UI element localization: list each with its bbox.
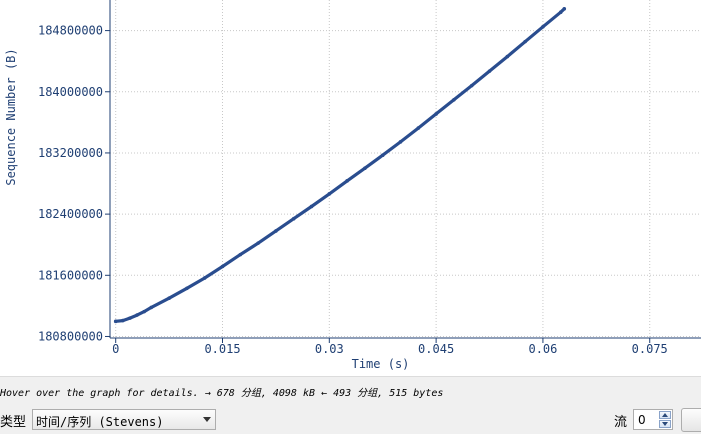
graph-type-select[interactable]: 时间/序列 (Stevens) (32, 409, 216, 430)
data-point (558, 10, 563, 15)
y-tick-label: 184800000 (38, 24, 103, 38)
chevron-down-icon (203, 417, 211, 422)
y-tick-label: 181600000 (38, 268, 103, 282)
graph-type-value: 时间/序列 (Stevens) (36, 415, 164, 429)
data-point (541, 24, 545, 29)
data-point (185, 286, 189, 291)
data-point (345, 179, 349, 183)
y-tick-label: 180800000 (38, 329, 103, 343)
sequence-chart[interactable]: 0 0.015 0.03 0.045 0.06 0.075 180800000 1816000… (0, 0, 701, 376)
y-axis-label: Sequence Number (B) (4, 48, 18, 185)
y-tick-label: 184000000 (38, 85, 103, 99)
x-tick-label: 0.075 (632, 342, 668, 356)
data-point (416, 126, 421, 130)
tick-labels: 0 0.015 0.03 0.045 0.06 0.075 180800000 1816000… (38, 24, 668, 356)
stream-value: 0 (638, 413, 646, 427)
data-point (167, 296, 171, 301)
data-point (121, 318, 125, 323)
data-point (135, 313, 139, 317)
x-tick-label: 0.03 (315, 342, 344, 356)
data-point (128, 316, 132, 320)
data-point (562, 6, 567, 11)
data-point (327, 192, 332, 196)
data-point (523, 39, 527, 44)
stream-spinbox[interactable]: 0 (633, 409, 673, 430)
data-point (202, 276, 207, 280)
stream-label: 流 (614, 415, 628, 430)
graph-type-label: 类型 (0, 415, 27, 430)
data-point (274, 229, 278, 233)
stream-switch-button[interactable] (681, 408, 701, 432)
data-point (434, 112, 438, 116)
data-point (469, 83, 474, 88)
data-point (380, 153, 385, 158)
x-tick-label: 0.06 (528, 342, 557, 356)
x-tick-label: 0.015 (204, 342, 240, 356)
grid (110, 0, 701, 338)
data-point (149, 305, 154, 310)
y-tick-label: 183200000 (38, 146, 103, 160)
status-text: Hover over the graph for details. → 678 … (0, 388, 444, 399)
status-bar: Hover over the graph for details. → 678 … (0, 376, 701, 402)
data-point (309, 204, 314, 209)
data-point (142, 309, 146, 314)
data-series (113, 6, 567, 324)
data-point (398, 140, 403, 144)
x-tick-label: 0 (112, 342, 119, 356)
data-point (363, 166, 367, 171)
x-tick-label: 0.045 (418, 342, 454, 356)
data-point (113, 319, 118, 324)
x-axis-label: Time (s) (352, 357, 410, 371)
data-point (238, 252, 243, 257)
controls-bar: 类型 时间/序列 (Stevens) 流 0 (0, 402, 701, 434)
spin-down-icon[interactable] (659, 420, 671, 428)
data-point (452, 97, 456, 102)
data-point (291, 216, 296, 221)
data-point (487, 69, 492, 73)
graph-area[interactable]: 0 0.015 0.03 0.045 0.06 0.075 180800000 1816000… (0, 0, 701, 376)
data-point (220, 264, 225, 269)
axes (105, 0, 701, 343)
series-line (114, 7, 566, 323)
spin-up-icon[interactable] (659, 411, 671, 419)
y-tick-label: 182400000 (38, 207, 103, 221)
data-point (505, 54, 510, 59)
data-point (256, 241, 260, 245)
